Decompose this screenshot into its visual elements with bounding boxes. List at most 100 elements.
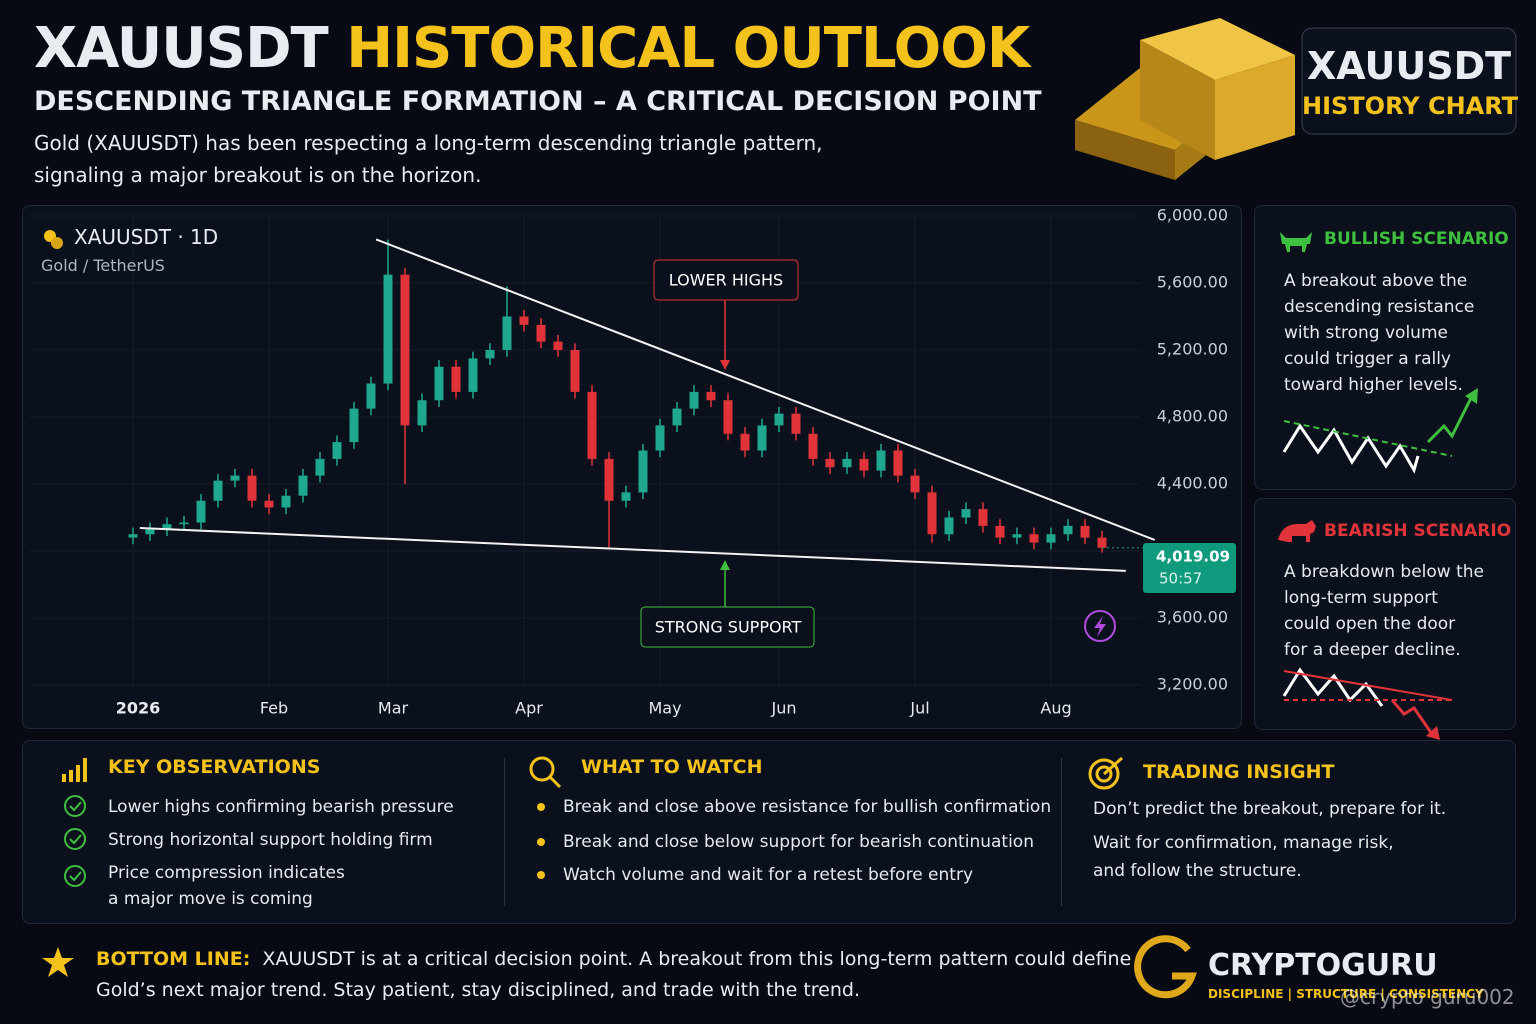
check-icon	[69, 834, 82, 845]
candle-body	[570, 350, 580, 392]
pair: Gold / TetherUS	[41, 256, 165, 275]
x-tick-label: May	[648, 699, 681, 718]
candle-body	[842, 458, 852, 468]
y-tick-label: 4,800.00	[1157, 407, 1228, 426]
candle-body	[332, 442, 342, 459]
candle-body	[859, 458, 869, 471]
candle-body	[723, 400, 733, 434]
description: Gold (XAUUSDT) has been respecting a lon…	[34, 131, 823, 155]
candle-body	[434, 366, 444, 401]
candle-body	[1063, 525, 1073, 535]
brand-logo	[1134, 935, 1197, 999]
title-white: XAUUSDT	[34, 16, 329, 81]
insight-title: TRADING INSIGHT	[1143, 761, 1335, 783]
candle-body	[757, 425, 767, 451]
symbol-icon	[51, 237, 63, 249]
badge-subtitle: HISTORY CHART	[1302, 92, 1519, 120]
watch-item: Break and close above resistance for bul…	[563, 797, 1052, 817]
candle-body	[655, 425, 665, 451]
observation: Lower highs confirming bearish pressure	[108, 797, 454, 817]
observation: Price compression indicates	[108, 863, 345, 883]
divider	[504, 758, 505, 906]
bearish-text: A breakdown below the	[1284, 562, 1485, 582]
candle-body	[247, 475, 257, 501]
bullish-text: A breakout above the	[1284, 271, 1468, 291]
check-icon	[64, 865, 86, 887]
candle-body	[876, 450, 886, 471]
info-panel	[22, 740, 1516, 924]
countdown: 50:57	[1159, 570, 1202, 588]
x-tick-label: Aug	[1040, 699, 1071, 718]
bullet	[537, 838, 545, 846]
bearish-illustration	[1282, 667, 1453, 740]
candle-body	[349, 408, 359, 443]
candle-body	[689, 391, 699, 409]
x-tick-label: Mar	[378, 699, 409, 718]
candle-body	[1097, 537, 1107, 548]
alert-icon	[1094, 616, 1106, 637]
bottom-line: BOTTOM LINE: XAUUSDT is at a critical de…	[96, 948, 1131, 970]
bullish-title: BULLISH SCENARIO	[1324, 229, 1509, 249]
candle-body	[587, 391, 597, 459]
x-tick-label: Feb	[260, 699, 288, 718]
candle-body	[961, 509, 971, 518]
candle-body	[944, 517, 954, 535]
bearish-text: could open the door	[1284, 614, 1456, 634]
candle-body	[485, 350, 495, 359]
title-gold: HISTORICAL OUTLOOK	[346, 16, 1030, 81]
candle-body	[910, 475, 920, 493]
bullish-text: toward higher levels.	[1284, 375, 1463, 395]
candle-body	[995, 525, 1005, 538]
candle-body	[553, 341, 563, 350]
candle-body	[672, 408, 682, 426]
insight-text: Don’t predict the breakout, prepare for …	[1093, 799, 1447, 819]
brand-name: CRYPTOGURU	[1208, 948, 1438, 983]
y-tick-label: 3,600.00	[1157, 608, 1228, 627]
bullish-text: could trigger a rally	[1284, 349, 1451, 369]
star-icon	[42, 947, 74, 977]
support-line	[139, 527, 1126, 572]
gold-bars	[1075, 18, 1295, 180]
candle-body	[927, 492, 937, 535]
check-icon	[64, 795, 86, 817]
bearish-text: for a deeper decline.	[1284, 640, 1461, 660]
candle-body	[400, 274, 410, 426]
strong-support-box	[640, 606, 815, 648]
candle-body	[1029, 534, 1039, 543]
candle-body	[366, 383, 376, 409]
watch-item: Break and close below support for bearis…	[563, 832, 1034, 852]
annotation: LOWER HIGHS	[669, 271, 783, 290]
candle-body	[502, 316, 512, 350]
candle-body	[740, 433, 750, 451]
badge-title: XAUUSDT	[1306, 44, 1512, 88]
candle-body	[162, 524, 172, 530]
y-tick-label: 6,000.00	[1157, 206, 1228, 225]
last-price-box	[1143, 543, 1236, 593]
insight-text: Wait for confirmation, manage risk,	[1093, 833, 1394, 853]
x-tick-label: Apr	[515, 699, 543, 718]
candle-body	[536, 324, 546, 342]
candle-body	[230, 475, 240, 481]
y-tick-label: 5,200.00	[1157, 340, 1228, 359]
candle-body	[808, 433, 818, 459]
observations-title: KEY OBSERVATIONS	[108, 756, 321, 778]
candle-body	[383, 274, 393, 384]
subtitle: DESCENDING TRIANGLE FORMATION – A CRITIC…	[34, 86, 1042, 117]
y-tick-label: 3,200.00	[1157, 675, 1228, 694]
candle-body	[978, 509, 988, 526]
candle-body	[825, 458, 835, 468]
x-tick-label: 2026	[116, 699, 161, 718]
watch-item: Watch volume and wait for a retest befor…	[563, 865, 974, 885]
candle-body	[179, 522, 189, 525]
x-tick-label: Jul	[909, 699, 929, 718]
candle-body	[281, 495, 291, 508]
observation: Strong horizontal support holding firm	[108, 830, 433, 850]
candle-body	[451, 366, 461, 392]
check-icon	[64, 828, 86, 850]
search-icon	[529, 756, 562, 789]
title: XAUUSDT HISTORICAL OUTLOOK	[34, 16, 1030, 81]
candle-body	[893, 450, 903, 476]
bottom-line-text: XAUUSDT is at a critical decision point.…	[262, 948, 1132, 970]
